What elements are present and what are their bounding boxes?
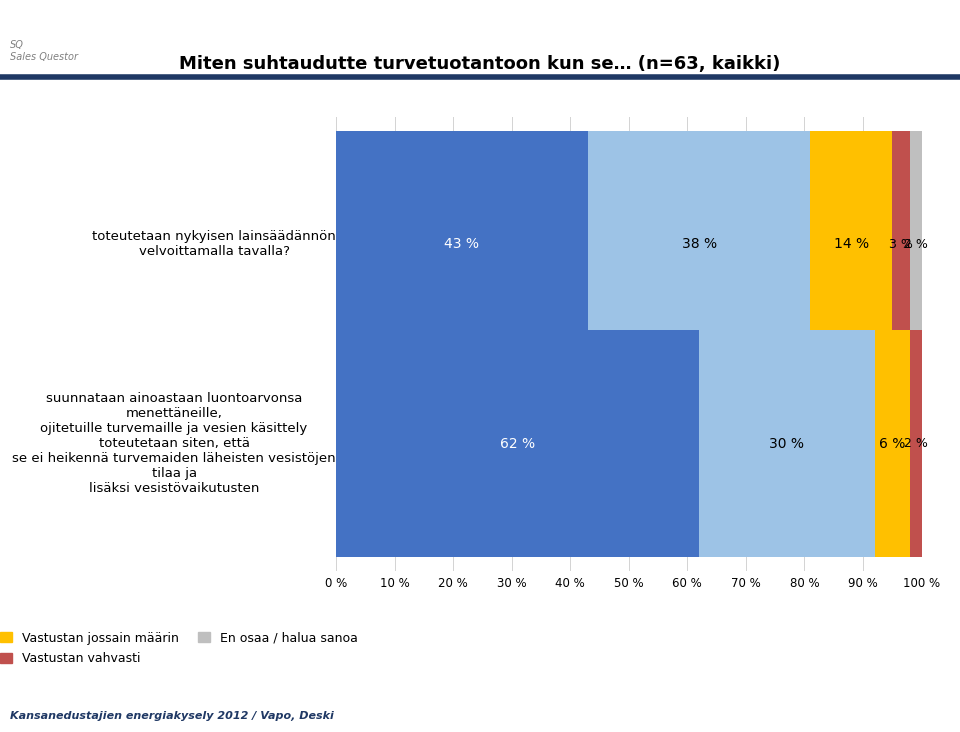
Text: 2 %: 2 % — [903, 238, 927, 250]
Text: Kansanedustajien energiakysely 2012 / Vapo, Deski: Kansanedustajien energiakysely 2012 / Va… — [10, 711, 333, 721]
Bar — [910, 131, 922, 358]
Bar — [588, 131, 810, 358]
Legend: Kannatan vahvasti, Kannatan jossain määrin, Vastustan jossain määrin, Vastustan : Kannatan vahvasti, Kannatan jossain määr… — [0, 632, 358, 665]
Text: 43 %: 43 % — [444, 237, 479, 251]
Bar — [875, 330, 910, 557]
Text: Miten suhtaudutte turvetuotantoon kun se… (n=63, kaikki): Miten suhtaudutte turvetuotantoon kun se… — [180, 55, 780, 73]
Text: 2 %: 2 % — [903, 438, 927, 450]
Bar — [910, 330, 922, 557]
Text: 3 %: 3 % — [889, 238, 913, 250]
Text: 6 %: 6 % — [879, 437, 905, 451]
Bar — [336, 330, 699, 557]
Text: 30 %: 30 % — [769, 437, 804, 451]
Text: 38 %: 38 % — [682, 237, 716, 251]
Bar — [810, 131, 892, 358]
Text: toteutetaan nykyisen lainsäädännön velvoittamalla tavalla?: toteutetaan nykyisen lainsäädännön velvo… — [92, 230, 336, 258]
Text: 14 %: 14 % — [834, 237, 869, 251]
Bar — [892, 131, 910, 358]
Text: suunnataan ainoastaan luontoarvonsa menettäneille,
ojitetuille turvemaille ja ve: suunnataan ainoastaan luontoarvonsa mene… — [12, 392, 336, 496]
Text: SQ
Sales Questor: SQ Sales Questor — [10, 40, 78, 62]
Bar — [336, 131, 588, 358]
Text: 62 %: 62 % — [500, 437, 535, 451]
Bar — [699, 330, 875, 557]
